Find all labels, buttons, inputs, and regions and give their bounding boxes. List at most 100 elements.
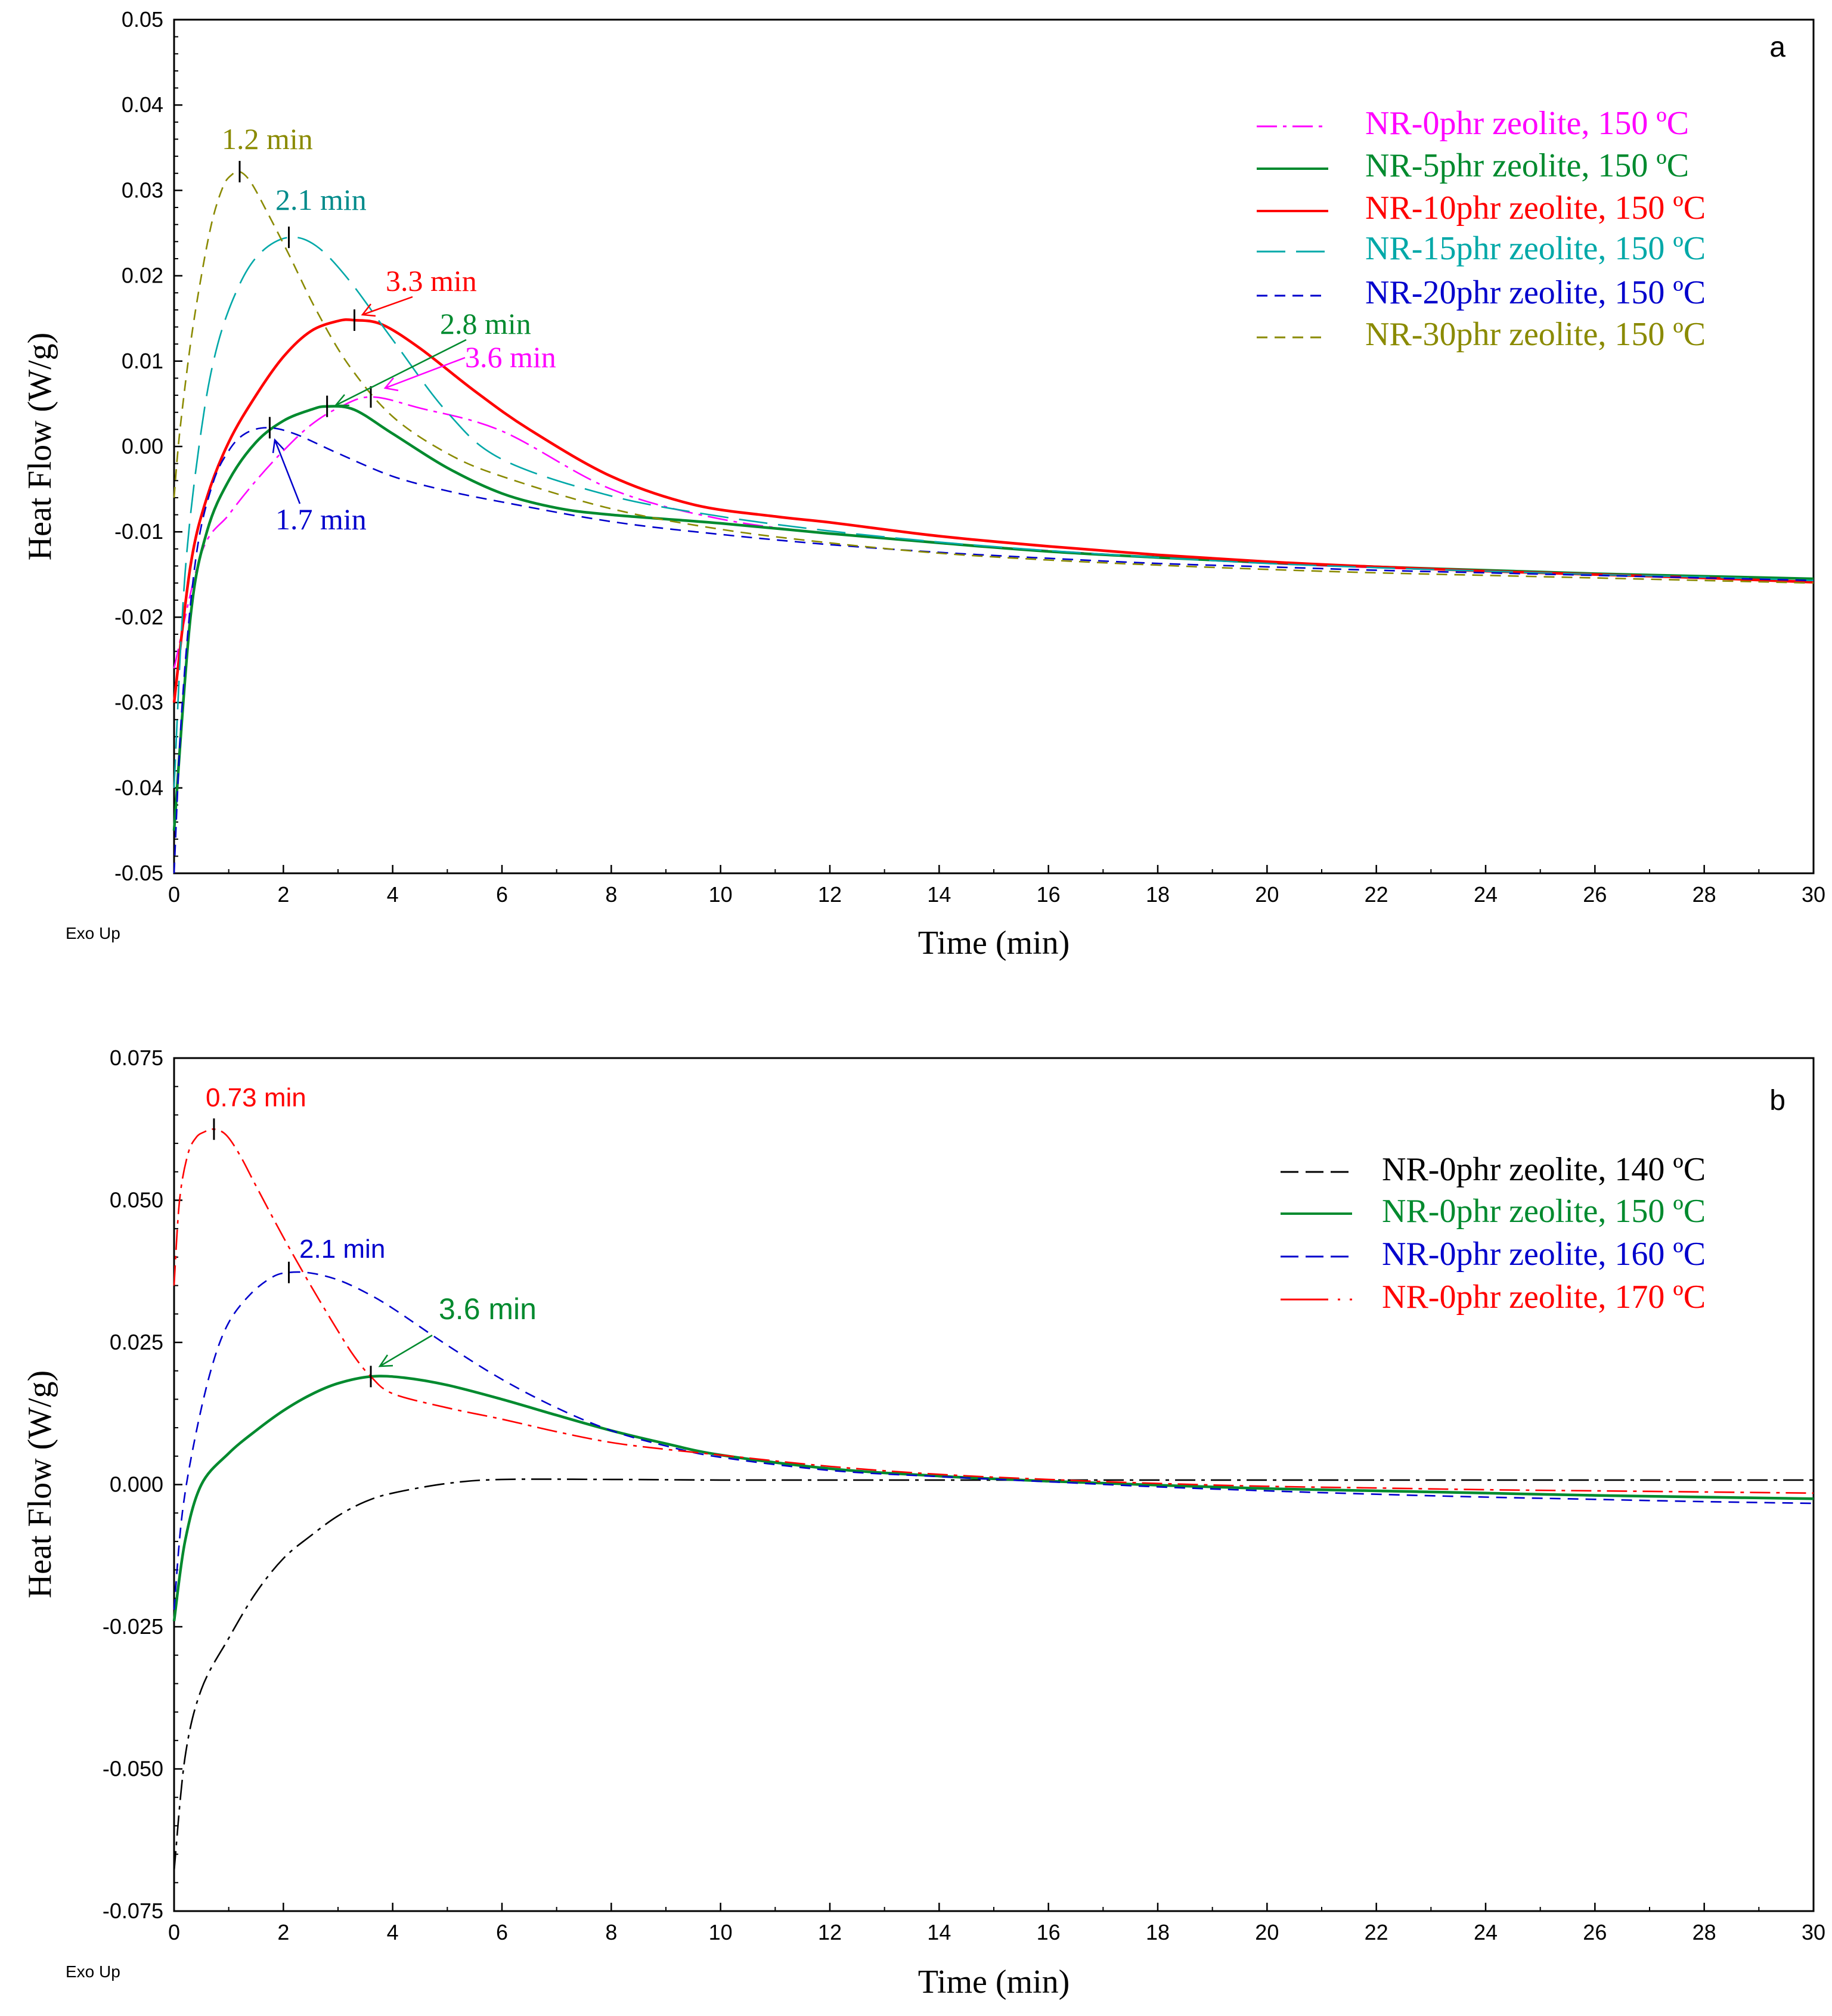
panel-b-y-axis-title: Heat Flow (W/g) [21, 1370, 58, 1599]
legend-label-0phr: NR-0phr zeolite, 150 ºC [1365, 105, 1689, 142]
panel-a-axes: 0 2 4 6 8 10 12 14 16 18 20 22 24 26 28 30-0.05-0.04-0.… [114, 7, 1825, 907]
x-tick-label-b-0: 0 [168, 1920, 180, 1944]
x-tick-label-b-2: 4 [387, 1920, 399, 1944]
panel-a-exo-up-note: Exo Up [66, 924, 120, 942]
legend-label-15phr: NR-15phr zeolite, 150 ºC [1365, 230, 1706, 267]
y-tick-label-a-7: 0.02 [122, 263, 163, 288]
panel-a-peak-markers [238, 160, 372, 439]
panel-a-y-axis-title: Heat Flow (W/g) [21, 333, 58, 561]
x-tick-label-a-10: 20 [1255, 882, 1279, 907]
x-tick-label-a-7: 14 [927, 882, 951, 907]
annotation-peak-30phr: 1.2 min [222, 122, 313, 156]
x-tick-label-a-4: 8 [605, 882, 617, 907]
y-tick-label-a-1: -0.04 [114, 776, 163, 800]
y-tick-label-a-5: 0.00 [122, 434, 163, 458]
x-tick-label-a-2: 4 [387, 882, 399, 907]
arrow-10phr [362, 296, 413, 316]
x-tick-label-b-4: 8 [605, 1920, 617, 1944]
x-tick-label-a-15: 30 [1802, 882, 1825, 907]
y-tick-label-a-3: -0.02 [114, 604, 163, 629]
y-tick-label-b-5: 0.050 [110, 1188, 163, 1212]
x-tick-label-b-12: 24 [1474, 1920, 1498, 1944]
arrow-10phr-head [361, 303, 376, 317]
y-tick-label-b-6: 0.075 [110, 1046, 163, 1070]
annotation-peak-170c: 0.73 min [206, 1083, 306, 1112]
y-tick-label-a-0: -0.05 [114, 861, 163, 885]
y-tick-label-b-1: -0.050 [103, 1757, 163, 1781]
arrow-0phr-head [383, 377, 399, 392]
x-tick-label-b-1: 2 [277, 1920, 289, 1944]
series-line-a-3 [173, 236, 1814, 788]
x-tick-label-a-6: 12 [818, 882, 842, 907]
x-tick-label-b-11: 22 [1365, 1920, 1388, 1944]
arrow-150c [379, 1334, 433, 1367]
annotation-peak-20phr: 1.7 min [275, 503, 367, 536]
panel-a: 0 2 4 6 8 10 12 14 16 18 20 22 24 26 28 30-0.05-0.04-0.… [21, 7, 1825, 962]
panel-a-x-axis-title: Time (min) [918, 925, 1070, 962]
x-tick-label-a-12: 24 [1474, 882, 1498, 907]
x-tick-label-a-9: 18 [1146, 882, 1170, 907]
legend-label-5phr: NR-5phr zeolite, 150 ºC [1365, 147, 1689, 184]
arrow-20phr-head [272, 438, 284, 454]
legend-label-170c: NR-0phr zeolite, 170 ºC [1382, 1279, 1706, 1316]
x-tick-label-b-13: 26 [1583, 1920, 1607, 1944]
panel-b-exo-up-note: Exo Up [66, 1962, 120, 1981]
y-tick-label-a-8: 0.03 [122, 178, 163, 202]
x-tick-label-b-9: 18 [1146, 1920, 1170, 1944]
annotation-peak-15phr: 2.1 min [275, 183, 367, 216]
panel-b-x-axis-title: Time (min) [918, 1964, 1070, 2001]
panel-a-legend: NR-0phr zeolite, 150 ºC NR-5phr zeolite,… [1257, 105, 1706, 353]
arrow-5phr-head [334, 394, 349, 407]
x-tick-label-a-3: 6 [496, 882, 508, 907]
legend-label-10phr: NR-10phr zeolite, 150 ºC [1365, 190, 1706, 227]
x-tick-label-b-14: 28 [1692, 1920, 1716, 1944]
arrow-0phr [385, 356, 466, 389]
series-line-b-2 [173, 1271, 1814, 1610]
annotation-peak-0phr: 3.6 min [465, 340, 556, 374]
x-tick-label-b-8: 16 [1037, 1920, 1061, 1944]
y-tick-label-a-6: 0.01 [122, 349, 163, 373]
x-tick-label-b-3: 6 [496, 1920, 508, 1944]
panel-b-label: b [1769, 1085, 1785, 1116]
x-tick-label-a-8: 16 [1037, 882, 1061, 907]
panel-a-label: a [1769, 32, 1785, 63]
x-tick-label-b-6: 12 [818, 1920, 842, 1944]
panel-b: 0 2 4 6 8 10 12 14 16 18 20 22 24 26 28 30-0.075-0.050-… [21, 1046, 1825, 2001]
x-tick-label-b-10: 20 [1255, 1920, 1279, 1944]
x-tick-label-a-13: 26 [1583, 882, 1607, 907]
panel-b-annotations: 0.73 min 2.1 min 3.6 min [206, 1083, 537, 1367]
series-line-b-0 [173, 1478, 1814, 1872]
annotation-peak-150c: 3.6 min [439, 1292, 537, 1326]
x-tick-label-a-0: 0 [168, 882, 180, 907]
panel-b-axes: 0 2 4 6 8 10 12 14 16 18 20 22 24 26 28 30-0.075-0.050-… [103, 1046, 1825, 1944]
legend-label-160c: NR-0phr zeolite, 160 ºC [1382, 1236, 1706, 1273]
series-line-a-5 [173, 170, 1814, 584]
legend-label-140c: NR-0phr zeolite, 140 ºC [1382, 1151, 1706, 1188]
x-tick-label-a-14: 28 [1692, 882, 1716, 907]
annotation-peak-5phr: 2.8 min [440, 307, 531, 340]
panel-a-series [172, 170, 1814, 874]
arrow-20phr [274, 439, 301, 504]
y-tick-label-b-2: -0.025 [103, 1614, 163, 1639]
x-tick-label-b-5: 10 [709, 1920, 733, 1944]
annotation-peak-160c: 2.1 min [299, 1235, 385, 1264]
x-tick-label-a-11: 22 [1365, 882, 1388, 907]
arrow-150c-head [378, 1354, 393, 1367]
x-tick-label-b-15: 30 [1802, 1920, 1825, 1944]
series-line-b-1 [172, 1375, 1814, 1621]
y-tick-label-a-2: -0.03 [114, 690, 163, 715]
series-line-b-3 [173, 1128, 1814, 1494]
x-tick-label-a-1: 2 [277, 882, 289, 907]
y-tick-label-b-4: 0.025 [110, 1330, 163, 1354]
x-tick-label-b-7: 14 [927, 1920, 951, 1944]
y-tick-label-b-3: 0.000 [110, 1472, 163, 1497]
arrow-5phr [335, 339, 467, 407]
x-tick-label-a-5: 10 [709, 882, 733, 907]
legend-label-150c: NR-0phr zeolite, 150 ºC [1382, 1193, 1706, 1230]
panel-a-annotations: 1.2 min 2.1 min 3.3 min 2.8 min 3.6 min … [222, 122, 556, 536]
legend-label-30phr: NR-30phr zeolite, 150 ºC [1365, 316, 1706, 353]
y-tick-label-a-10: 0.05 [122, 7, 163, 32]
panel-b-series [172, 1128, 1814, 1872]
y-tick-label-b-0: -0.075 [103, 1899, 163, 1923]
